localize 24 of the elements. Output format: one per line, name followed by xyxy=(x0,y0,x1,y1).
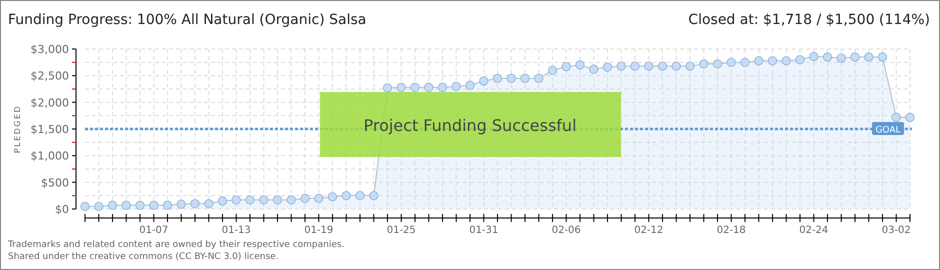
x-tick-label: 01-25 xyxy=(386,225,416,236)
annotation: Project Funding Successful xyxy=(363,116,577,135)
y-tick-label: $0 xyxy=(55,203,69,216)
x-tick-label: 01-19 xyxy=(304,225,334,236)
x-tick-label: 03-02 xyxy=(882,225,911,236)
text: Trademarks and related content are owned by their respective companies. xyxy=(7,240,344,250)
y-axis-title: PLEDGED xyxy=(13,104,22,154)
x-tick-label: 02-24 xyxy=(799,225,828,236)
y-tick-label: $500 xyxy=(41,176,69,190)
text: Shared under the creative commons (CC BY-NC 3.0) license. xyxy=(8,252,279,262)
y-tick-label: $2,500 xyxy=(30,70,69,83)
x-tick-label: 02-06 xyxy=(552,225,581,236)
x-tick-label: 02-12 xyxy=(634,225,664,236)
chart-title: Funding Progress: 100% All Natural (Organic) Salsa xyxy=(8,12,366,28)
x-tick-label: 01-07 xyxy=(139,225,168,236)
x-tick-label: 01-31 xyxy=(469,225,498,236)
chart-subtitle: Closed at: $1,718 / $1,500 (114%) xyxy=(688,12,930,28)
x-tick-label: 02-18 xyxy=(716,225,746,236)
x-tick-label: 01-13 xyxy=(222,225,251,236)
y-tick-label: $2,000 xyxy=(30,96,69,110)
ref-line-label: GOAL xyxy=(875,126,901,136)
y-tick-label: $1,000 xyxy=(30,150,69,163)
y-tick-label: $1,500 xyxy=(30,123,69,136)
y-tick-label: $3,000 xyxy=(30,43,69,56)
